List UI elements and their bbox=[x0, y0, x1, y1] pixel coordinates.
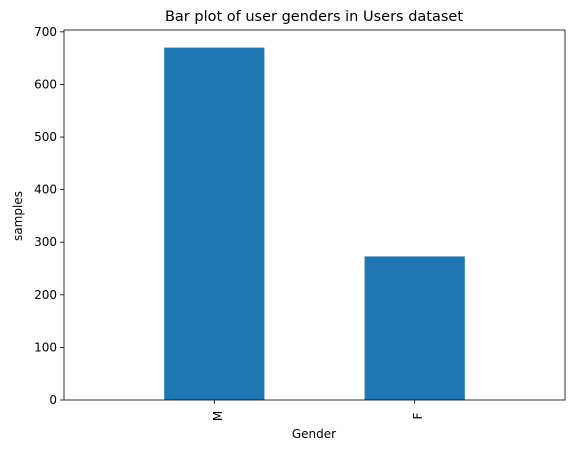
bar-M bbox=[164, 47, 265, 401]
plot-frame bbox=[63, 29, 566, 401]
y-tick-label-100: 100 bbox=[34, 340, 57, 354]
y-tick-label-700: 700 bbox=[34, 25, 57, 39]
y-tick-label-400: 400 bbox=[34, 183, 57, 197]
y-tick-label-300: 300 bbox=[34, 235, 57, 249]
chart-title: Bar plot of user genders in Users datase… bbox=[165, 9, 463, 25]
y-tick-label-500: 500 bbox=[34, 130, 57, 144]
x-tick-label-F: F bbox=[411, 412, 425, 419]
y-axis-label: samples bbox=[11, 191, 25, 241]
x-tick-label-M: M bbox=[211, 411, 225, 421]
x-axis-label: Gender bbox=[292, 427, 336, 441]
y-tick-label-0: 0 bbox=[49, 393, 57, 407]
y-tick-label-200: 200 bbox=[34, 288, 57, 302]
plot-area: M F 0 100 200 300 400 500 600 700 bbox=[34, 25, 566, 421]
y-tick-label-600: 600 bbox=[34, 77, 57, 91]
bar-F bbox=[364, 256, 465, 400]
